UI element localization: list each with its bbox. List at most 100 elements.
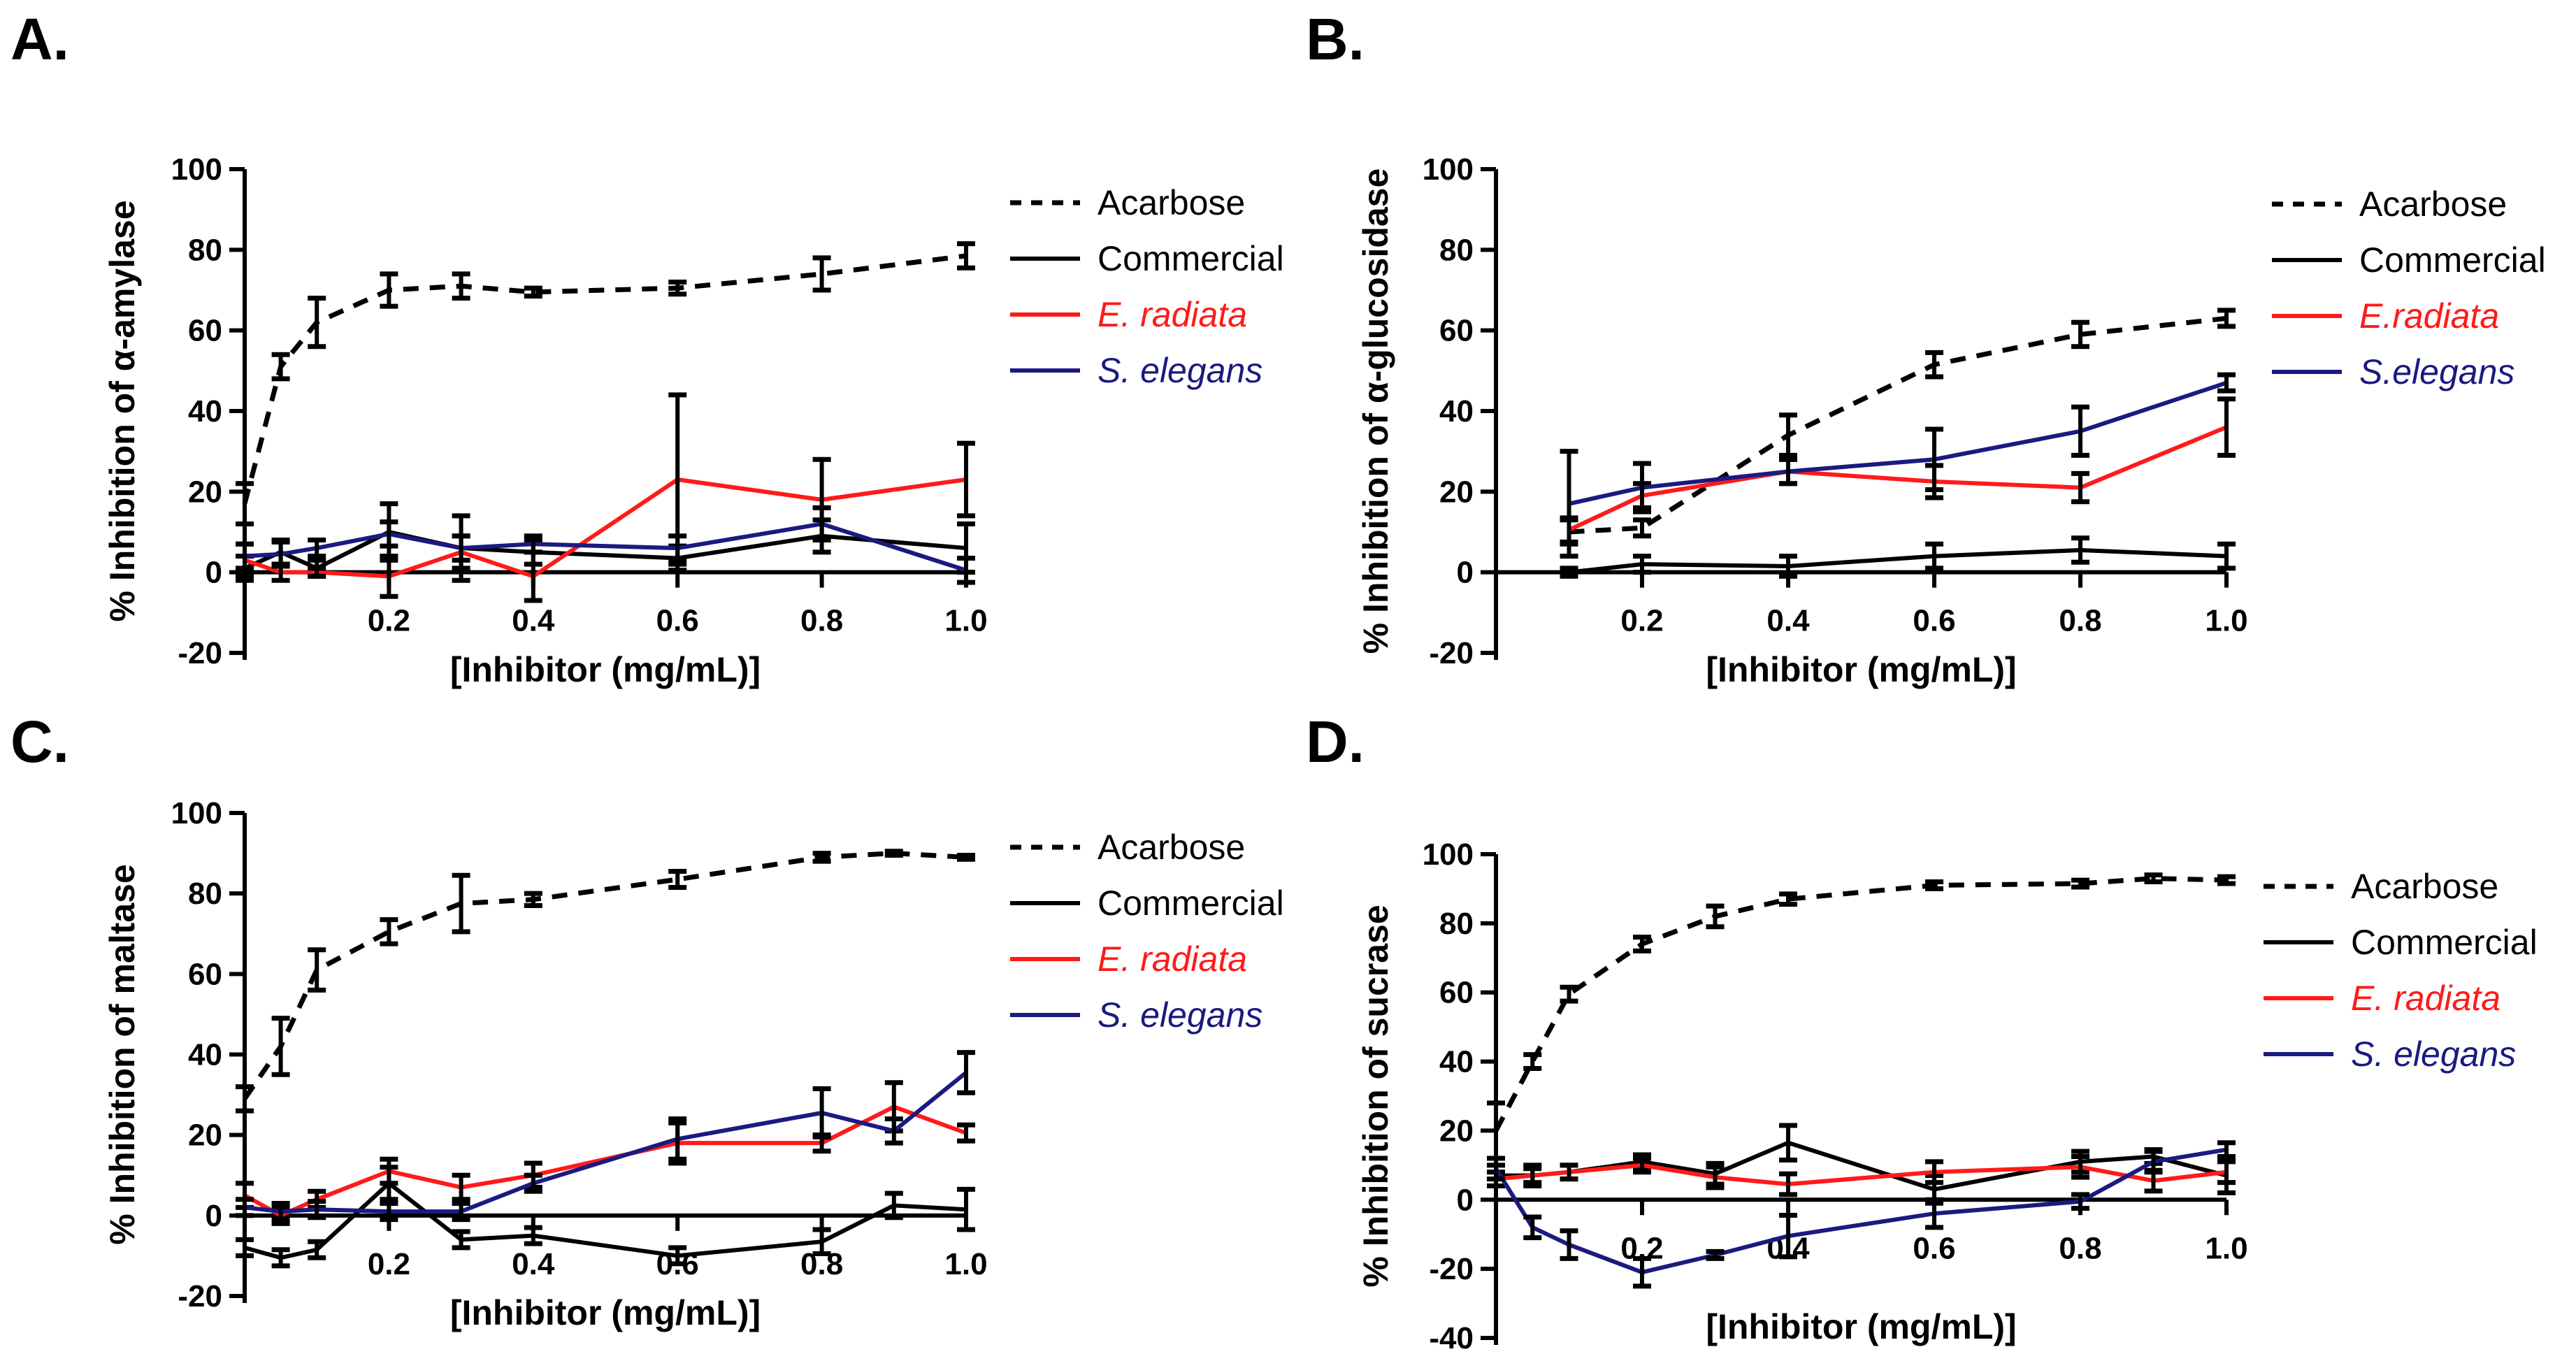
data-point	[524, 1225, 542, 1246]
series-e-radiata	[236, 1080, 975, 1226]
data-point	[1925, 1197, 1943, 1230]
data-point	[1779, 1123, 1797, 1162]
data-point	[1633, 935, 1651, 953]
panel-label: D.	[1306, 709, 1365, 775]
y-tick-label: 40	[188, 394, 222, 429]
series-acarbose	[236, 241, 975, 526]
series-line	[243, 1104, 967, 1218]
y-tick-label: 100	[171, 796, 222, 830]
data-point	[1633, 517, 1651, 539]
data-point	[2071, 535, 2089, 565]
y-tick-label: -20	[1429, 636, 1474, 670]
data-point	[2217, 1159, 2236, 1186]
data-point	[2071, 470, 2089, 505]
x-tick-label: 1.0	[2205, 604, 2247, 638]
data-point	[2217, 372, 2236, 394]
legend-label-s-elegans: S.elegans	[2359, 352, 2514, 391]
data-point	[524, 1172, 542, 1194]
x-tick-label: 0.4	[512, 1247, 555, 1281]
data-point	[1706, 903, 1725, 930]
data-point	[1523, 1052, 1542, 1071]
data-point	[1779, 554, 1797, 579]
data-point	[380, 917, 398, 946]
data-point	[2071, 319, 2089, 350]
series-line	[244, 1071, 967, 1214]
data-point	[380, 1156, 398, 1186]
series-s-elegans	[1560, 372, 2236, 559]
series-line	[243, 851, 967, 1100]
x-tick-label: 0.6	[656, 604, 699, 638]
data-point	[524, 891, 542, 908]
legend-label-s-elegans: S. elegans	[2351, 1035, 2516, 1074]
data-point	[2217, 308, 2236, 329]
legend: Acarbose Commercial E. radiata S. elegans	[2264, 867, 2538, 1074]
y-tick-label: -20	[178, 1279, 222, 1313]
x-tick-label: 0.2	[368, 604, 410, 638]
data-point	[2217, 396, 2236, 458]
data-point	[236, 1237, 254, 1258]
panel-c: C.-200204060801000.20.40.60.81.0[Inhibit…	[10, 709, 1284, 1332]
data-point	[452, 1229, 470, 1251]
series-e-radiata	[1560, 396, 2236, 545]
data-point	[2071, 404, 2089, 458]
data-point	[308, 538, 326, 559]
data-point	[1925, 541, 1943, 571]
legend-label-e-radiata: E. radiata	[1098, 295, 1247, 334]
data-point	[668, 868, 687, 891]
data-point	[957, 241, 975, 271]
series-line	[1569, 315, 2227, 535]
panel-label: B.	[1306, 6, 1365, 72]
x-tick-label: 0.2	[1620, 604, 1663, 638]
panel-a: A. -20 0 20 40 60 80 100 0.2 0.4 0.6 0.8 1.0 [Inhibit…	[10, 6, 1284, 689]
series-line	[1493, 876, 2227, 1132]
data-point	[271, 352, 290, 382]
y-tick-label: 20	[188, 1118, 222, 1153]
data-point	[957, 852, 975, 862]
y-tick-label: 100	[1423, 152, 1474, 187]
data-point	[271, 1201, 290, 1223]
series-line	[1568, 425, 2228, 532]
y-tick-label: 40	[1439, 1045, 1474, 1079]
data-point	[1560, 1162, 1578, 1182]
data-point	[812, 1227, 831, 1257]
legend-label-e-radiata: E. radiata	[1098, 939, 1247, 979]
x-tick-label: 0.4	[512, 604, 555, 638]
y-tick-label: 0	[206, 1199, 222, 1233]
data-point	[812, 1086, 831, 1140]
y-tick-label: 20	[1439, 1114, 1474, 1148]
data-point	[1779, 412, 1797, 458]
series-line	[1494, 1147, 2227, 1275]
data-point	[2071, 1192, 2089, 1211]
series-s-elegans	[236, 1050, 975, 1223]
legend-label-acarbose: Acarbose	[1098, 183, 1245, 222]
x-tick-label: 0.2	[368, 1247, 410, 1281]
x-axis-title: [Inhibitor (mg/mL)]	[450, 1293, 761, 1332]
legend-label-s-elegans: S. elegans	[1098, 351, 1262, 390]
y-tick-label: -20	[178, 636, 222, 670]
y-tick-label: 80	[188, 233, 222, 267]
y-axis-title: % Inhibition of sucrase	[1356, 905, 1395, 1287]
series-s-elegans	[1487, 1140, 2236, 1289]
data-point	[2217, 1140, 2236, 1159]
y-tick-label: 100	[1423, 837, 1474, 872]
data-point	[668, 279, 687, 297]
legend-label-e-radiata: E.radiata	[2359, 296, 2499, 336]
legend-label-commercial: Commercial	[1098, 239, 1284, 278]
series-line	[244, 477, 967, 579]
data-point	[1523, 1214, 1542, 1241]
data-point	[1560, 449, 1578, 559]
data-point	[308, 947, 326, 993]
series-line	[1495, 1162, 2227, 1187]
y-tick-label: 0	[1457, 1183, 1474, 1217]
data-point	[452, 1172, 470, 1202]
series-acarbose	[236, 849, 975, 1114]
data-point	[812, 505, 831, 543]
panel-b: B. -20 0 20 40 60 80 100 0.2 0.4 0.6 0.8 1.0 [Inhibit…	[1306, 6, 2546, 689]
y-tick-label: 20	[188, 475, 222, 509]
x-axis-title: [Inhibitor (mg/mL)]	[1706, 1307, 2016, 1346]
y-tick-label: 40	[188, 1038, 222, 1072]
data-point	[957, 1050, 975, 1095]
y-tick-label: 80	[1439, 233, 1474, 267]
